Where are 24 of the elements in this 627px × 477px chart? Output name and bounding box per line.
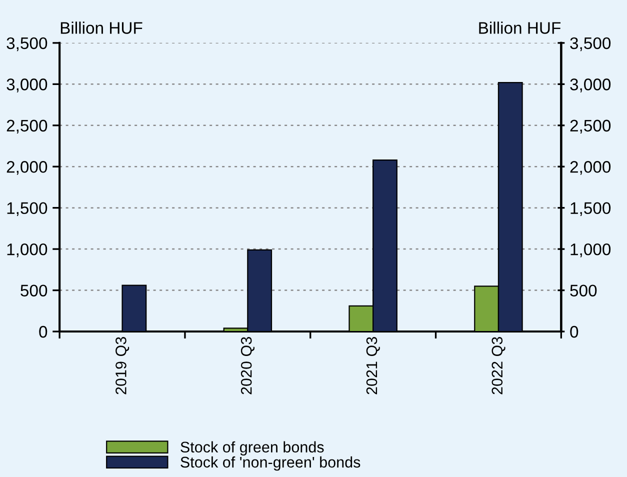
y2-tick-label: 500 — [570, 284, 597, 296]
y2-tick-label: 1,000 — [570, 243, 611, 258]
y2-tick-label: 1,500 — [570, 202, 611, 216]
y-tick-label: 2,000 — [6, 161, 48, 175]
y-tick-label: 3,500 — [6, 37, 48, 52]
y2-tick-label: 2,000 — [570, 161, 611, 175]
y-tick-label: 1,000 — [7, 243, 48, 258]
y2-tick-label: 3,500 — [570, 37, 611, 52]
y2-tick-label: 0 — [570, 326, 578, 338]
x-tick-label: 2022 Q3 — [492, 337, 506, 394]
legend-label: Stock of green bonds — [180, 441, 324, 456]
y-tick-label: 1,500 — [7, 202, 48, 216]
y2-axis-title: Billion HUF — [479, 22, 560, 34]
x-tick-label: 2019 Q3 — [116, 337, 130, 394]
legend-label: Stock of 'non-green' bonds — [180, 456, 360, 471]
x-tick-label: 2020 Q3 — [240, 337, 254, 394]
y-tick-label: 3,000 — [6, 78, 48, 92]
x-tick-label: 2021 Q3 — [366, 337, 380, 394]
y-axis-title: Billion HUF — [60, 22, 142, 34]
y-tick-label: 2,500 — [6, 120, 48, 134]
y-tick-label: 500 — [20, 284, 48, 296]
y-tick-label: 0 — [39, 326, 48, 338]
y2-tick-label: 3,000 — [570, 78, 611, 92]
y2-tick-label: 2,500 — [570, 120, 611, 134]
